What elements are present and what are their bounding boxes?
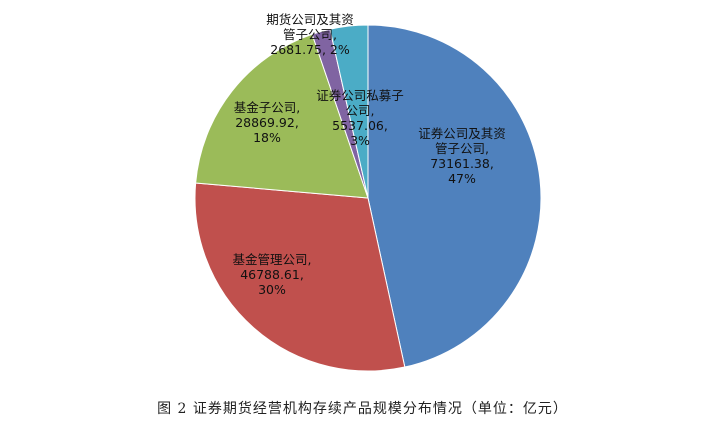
caption: 图 2 证券期货经营机构存续产品规模分布情况（单位：亿元） bbox=[157, 401, 568, 417]
pie-slice bbox=[367, 24, 542, 368]
data-label: 证券公司私募子公司5537.06, 3% bbox=[314, 88, 406, 148]
slice-name: 证券公司私募子公司 bbox=[314, 88, 406, 118]
data-label: 期货公司及其资管子公司2681.75, 2% bbox=[255, 12, 365, 57]
slice-value: 5537.06, 3% bbox=[332, 118, 388, 148]
pie-slice bbox=[194, 182, 406, 372]
slice-name: 基金管理公司 bbox=[226, 252, 318, 267]
data-label: 基金子公司28869.92, 18% bbox=[221, 100, 313, 145]
slice-name: 期货公司及其资管子公司 bbox=[264, 12, 356, 42]
slice-value: 46788.61, 30% bbox=[240, 267, 304, 297]
slice-value: 28869.92, 18% bbox=[235, 115, 299, 145]
slice-name: 基金子公司 bbox=[221, 100, 313, 115]
data-label: 证券公司及其资管子公司73161.38, 47% bbox=[416, 126, 508, 186]
slice-value: 73161.38, 47% bbox=[430, 156, 494, 186]
data-label: 基金管理公司46788.61, 30% bbox=[226, 252, 318, 297]
slice-value: 2681.75, 2% bbox=[270, 42, 350, 57]
slice-name: 证券公司及其资管子公司 bbox=[416, 126, 508, 156]
